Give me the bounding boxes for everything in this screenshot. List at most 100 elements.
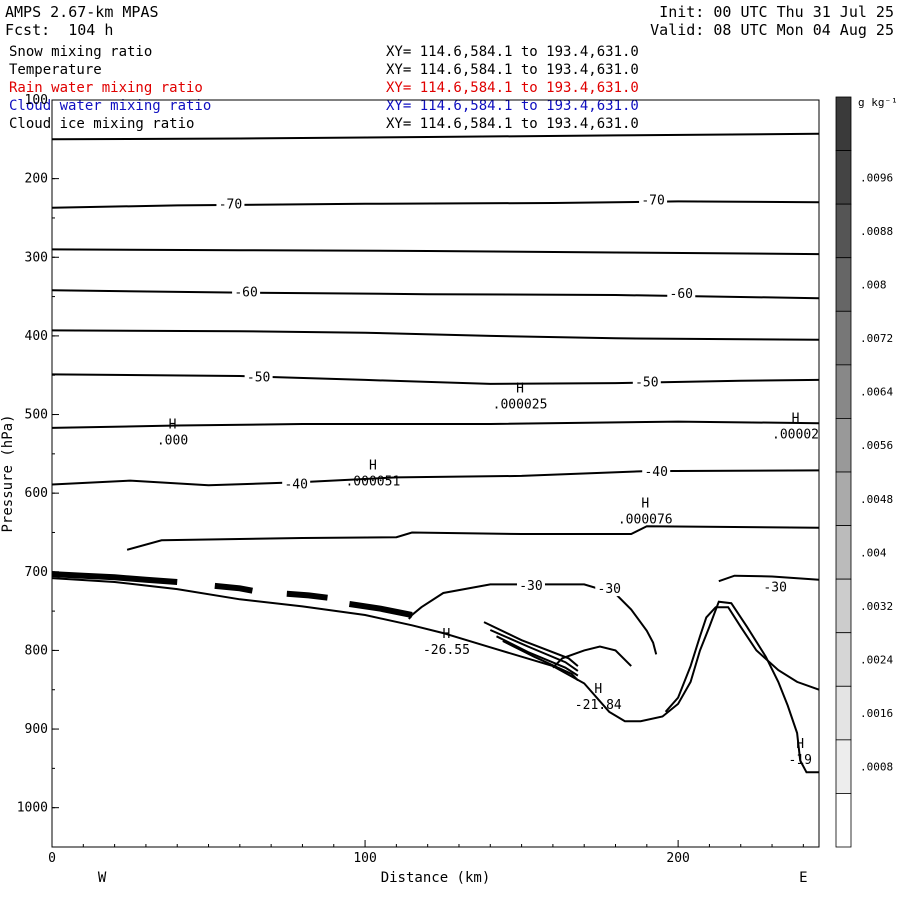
isotherm-line — [718, 574, 820, 583]
x-tick-label: 200 — [666, 851, 689, 866]
colorbar-label: .0064 — [860, 386, 893, 399]
high-value: -21.84 — [575, 698, 622, 713]
isotherm-line — [51, 373, 820, 385]
isotherm-line — [408, 583, 658, 655]
field-name: Snow mixing ratio — [9, 44, 153, 60]
high-marker: H — [516, 382, 524, 397]
high-value: .000076 — [618, 512, 673, 527]
high-marker: H — [796, 737, 804, 752]
field-name: Temperature — [9, 62, 102, 78]
high-marker: H — [594, 682, 602, 697]
packed-contour-band — [51, 571, 178, 585]
colorbar-label: .0024 — [860, 654, 893, 667]
isotherm-line — [51, 248, 820, 256]
isotherm-label: -50 — [247, 371, 270, 386]
colorbar-cell — [835, 632, 852, 687]
high-value: -19 — [788, 753, 811, 768]
colorbar-label: .0032 — [860, 600, 893, 613]
field-xy: XY= 114.6,584.1 to 193.4,631.0 — [386, 44, 639, 60]
y-tick-label: 600 — [25, 486, 48, 501]
colorbar-cell — [835, 739, 852, 794]
colorbar-cell — [835, 257, 852, 312]
field-name: Rain water mixing ratio — [9, 80, 203, 96]
y-tick-label: 900 — [25, 722, 48, 737]
direction-west: W — [98, 870, 107, 886]
y-tick-label: 1000 — [17, 801, 48, 816]
packed-contour-band — [286, 590, 328, 601]
terrain-line — [51, 577, 819, 774]
isotherm-label-bg — [244, 369, 273, 385]
y-tick-label: 100 — [25, 93, 48, 108]
high-marker: H — [369, 459, 377, 474]
field-xy: XY= 114.6,584.1 to 193.4,631.0 — [386, 62, 639, 78]
colorbar-label: .0048 — [860, 493, 893, 506]
colorbar-unit: g kg⁻¹ — [858, 96, 898, 109]
isotherm-label: -70 — [641, 194, 664, 209]
isotherm-line — [51, 420, 820, 429]
y-tick-label: 800 — [25, 643, 48, 658]
isotherm-line — [126, 525, 820, 551]
isotherm-line — [51, 200, 820, 209]
isotherm-label: -70 — [219, 198, 242, 213]
colorbar-label: .0056 — [860, 439, 893, 452]
colorbar-cell — [835, 685, 852, 741]
packed-contour-line — [483, 621, 579, 667]
isotherm-label-bg — [516, 577, 545, 593]
colorbar-label: .0072 — [860, 332, 893, 345]
forecast-hour: Fcst: 104 h — [5, 21, 114, 39]
high-value: .000025 — [493, 398, 548, 413]
field-name: Cloud ice mixing ratio — [9, 116, 195, 132]
packed-contour-band — [214, 582, 253, 594]
colorbar-cell — [835, 364, 852, 419]
colorbar-label: .004 — [860, 546, 887, 559]
colorbar-cell — [835, 471, 852, 526]
isotherm-label: -60 — [670, 287, 693, 302]
field-name: Cloud water mixing ratio — [9, 98, 212, 114]
isotherm-label-bg — [595, 581, 624, 597]
isotherm-label: -30 — [598, 582, 621, 597]
colorbar-cell — [835, 96, 852, 151]
high-marker: H — [641, 496, 649, 511]
isotherm-label-bg — [216, 196, 245, 212]
isotherm-label: -40 — [284, 478, 307, 493]
isotherm-line — [51, 329, 820, 341]
colorbar-cell — [835, 793, 852, 848]
isotherm-line — [51, 289, 820, 300]
init-time: Init: 00 UTC Thu 31 Jul 25 — [659, 3, 894, 21]
high-marker: H — [443, 627, 451, 642]
isotherm-label-bg — [232, 284, 261, 300]
isotherm-label-bg — [667, 286, 696, 302]
y-axis-label: Pressure (hPa) — [0, 414, 16, 532]
high-value: .000 — [157, 434, 188, 449]
y-tick-label: 500 — [25, 408, 48, 423]
isotherm-line — [51, 469, 820, 487]
field-xy: XY= 114.6,584.1 to 193.4,631.0 — [386, 98, 639, 114]
colorbar-label: .0016 — [860, 707, 893, 720]
y-tick-label: 700 — [25, 565, 48, 580]
y-tick-label: 200 — [25, 172, 48, 187]
colorbar-label: .008 — [860, 279, 887, 292]
colorbar-label: .0008 — [860, 761, 893, 774]
isotherm-line — [51, 132, 820, 141]
packed-contour-line — [496, 635, 579, 677]
colorbar-label: .0088 — [860, 225, 893, 238]
plot-frame — [51, 99, 820, 848]
y-tick-label: 300 — [25, 250, 48, 265]
packed-contour-line — [502, 640, 579, 682]
direction-east: E — [799, 870, 807, 886]
isotherm-label-bg — [761, 579, 790, 595]
colorbar-cell — [835, 578, 852, 634]
x-tick-label: 0 — [48, 851, 56, 866]
high-value: .000051 — [345, 475, 400, 490]
colorbar-cell — [835, 418, 852, 473]
colorbar-cell — [835, 525, 852, 580]
field-xy: XY= 114.6,584.1 to 193.4,631.0 — [386, 80, 639, 96]
isotherm-label: -50 — [635, 375, 658, 390]
x-axis-label: Distance (km) — [381, 870, 491, 886]
colorbar-label: .0096 — [860, 171, 893, 184]
colorbar-cell — [835, 203, 852, 259]
isotherm-label: -60 — [234, 286, 257, 301]
isotherm-line — [664, 606, 820, 713]
high-value: -26.55 — [423, 643, 470, 658]
